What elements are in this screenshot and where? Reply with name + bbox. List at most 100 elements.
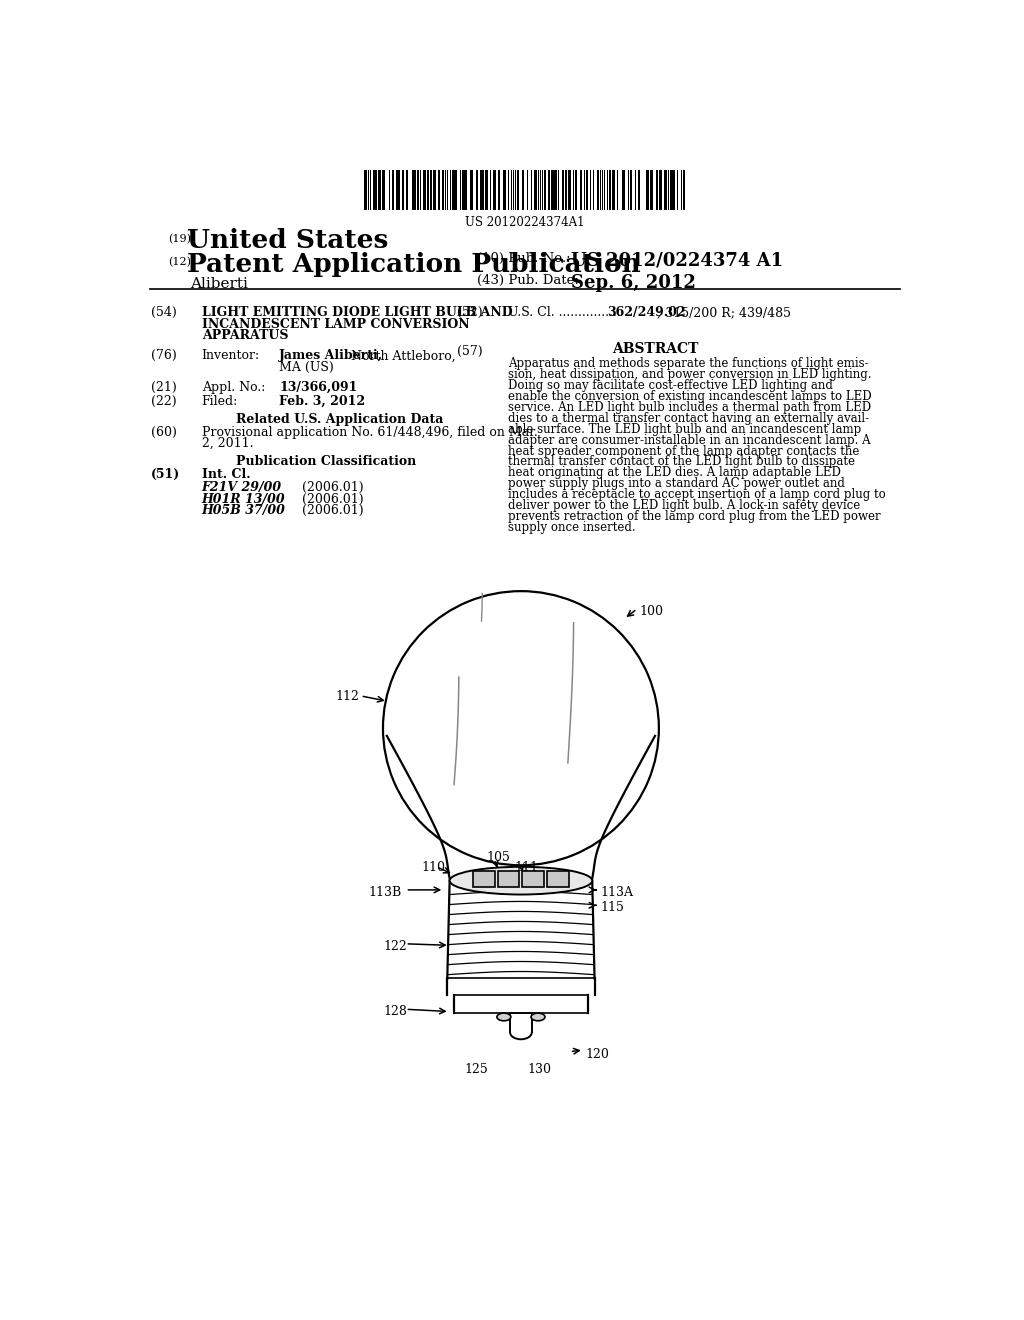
Bar [565,170,566,210]
Bar [432,170,435,210]
Ellipse shape [531,1014,545,1020]
FancyBboxPatch shape [473,871,495,887]
Bar [575,170,577,210]
Text: INCANDESCENT LAMP CONVERSION: INCANDESCENT LAMP CONVERSION [202,318,469,331]
Text: Provisional application No. 61/448,496, filed on Mar.: Provisional application No. 61/448,496, … [202,425,538,438]
Bar [562,170,563,210]
Text: 362/249.02: 362/249.02 [607,306,686,319]
Bar [442,170,444,210]
Text: power supply plugs into a standard AC power outlet and: power supply plugs into a standard AC po… [508,478,845,490]
Bar [517,170,519,210]
Text: heat spreader component of the lamp adapter contacts the: heat spreader component of the lamp adap… [508,445,859,458]
Text: 115: 115 [601,902,625,915]
Bar [655,170,658,210]
Bar [630,170,632,210]
Bar [412,170,416,210]
Text: 112: 112 [335,689,359,702]
Text: (52): (52) [458,306,483,319]
Bar [612,170,615,210]
FancyBboxPatch shape [522,871,544,887]
Text: Apparatus and methods separate the functions of light emis-: Apparatus and methods separate the funct… [508,358,868,370]
Bar [535,170,538,210]
Bar [396,170,400,210]
Text: ; 315/200 R; 439/485: ; 315/200 R; 439/485 [657,306,792,319]
Bar [493,170,495,210]
Text: 110: 110 [421,861,445,874]
Text: (2006.01): (2006.01) [302,504,364,517]
Text: Related U.S. Application Data: Related U.S. Application Data [237,412,443,425]
Text: 2, 2011.: 2, 2011. [202,437,253,450]
Text: dies to a thermal transfer contact having an externally avail-: dies to a thermal transfer contact havin… [508,412,869,425]
Bar [540,170,541,210]
Bar [427,170,429,210]
Text: prevents retraction of the lamp cord plug from the LED power: prevents retraction of the lamp cord plu… [508,510,881,523]
Ellipse shape [497,1014,511,1020]
Bar [407,170,408,210]
Text: (19): (19) [168,234,191,244]
Text: service. An LED light bulb includes a thermal path from LED: service. An LED light bulb includes a th… [508,401,870,413]
Bar [417,170,420,210]
Text: (10) Pub. No.:: (10) Pub. No.: [477,252,570,264]
Text: 128: 128 [384,1006,408,1019]
Text: 13/366,091: 13/366,091 [280,381,357,393]
Text: (2006.01): (2006.01) [302,492,364,506]
Text: 111: 111 [514,861,538,874]
Text: 125: 125 [465,1063,488,1076]
Bar [452,170,454,210]
Text: Int. Cl.: Int. Cl. [202,469,250,480]
Bar [551,170,553,210]
Text: H01R 13/00: H01R 13/00 [202,492,286,506]
Text: thermal transfer contact of the LED light bulb to dissipate: thermal transfer contact of the LED ligh… [508,455,855,469]
Bar [503,170,506,210]
Bar [590,170,592,210]
Text: (76): (76) [152,350,177,363]
Bar [499,170,500,210]
Text: US 20120224374A1: US 20120224374A1 [465,216,585,230]
Bar [521,170,524,210]
Text: sion, heat dissipation, and power conversion in LED lighting.: sion, heat dissipation, and power conver… [508,368,871,381]
Bar [683,170,685,210]
Text: LIGHT EMITTING DIODE LIGHT BULB AND: LIGHT EMITTING DIODE LIGHT BULB AND [202,306,512,319]
Bar [568,170,571,210]
Bar [638,170,640,210]
Text: includes a receptacle to accept insertion of a lamp cord plug to: includes a receptacle to accept insertio… [508,488,886,502]
Text: (54): (54) [152,306,177,319]
Text: Feb. 3, 2012: Feb. 3, 2012 [280,395,366,408]
Text: deliver power to the LED light bulb. A lock-in safety device: deliver power to the LED light bulb. A l… [508,499,860,512]
Bar [623,170,625,210]
Bar [438,170,440,210]
Text: North Attleboro,: North Attleboro, [347,350,456,363]
Bar [462,170,464,210]
Bar [455,170,457,210]
Text: Inventor:: Inventor: [202,350,260,363]
Text: Doing so may facilitate cost-effective LED lighting and: Doing so may facilitate cost-effective L… [508,379,833,392]
Bar [423,170,426,210]
Bar [609,170,611,210]
Text: Filed:: Filed: [202,395,238,408]
Bar [670,170,674,210]
Text: United States: United States [187,228,388,253]
Bar [646,170,649,210]
Text: U.S. Cl. ................: U.S. Cl. ................ [508,306,621,319]
Bar [586,170,588,210]
Text: 130: 130 [527,1063,551,1076]
Bar [464,170,467,210]
Bar [681,170,682,210]
Bar [597,170,599,210]
Text: 122: 122 [384,940,408,953]
Bar [584,170,586,210]
Bar [635,170,636,210]
Bar [382,170,385,210]
Bar [471,170,473,210]
Bar [548,170,550,210]
Bar [515,170,516,210]
Bar [658,170,662,210]
Text: Appl. No.:: Appl. No.: [202,381,265,393]
Bar [544,170,546,210]
Text: Patent Application Publication: Patent Application Publication [187,252,641,277]
Text: enable the conversion of existing incandescent lamps to LED: enable the conversion of existing incand… [508,389,871,403]
Text: F21V 29/00: F21V 29/00 [202,480,282,494]
Text: 100: 100 [640,605,664,618]
Text: MA (US): MA (US) [280,360,334,374]
Bar [391,170,394,210]
